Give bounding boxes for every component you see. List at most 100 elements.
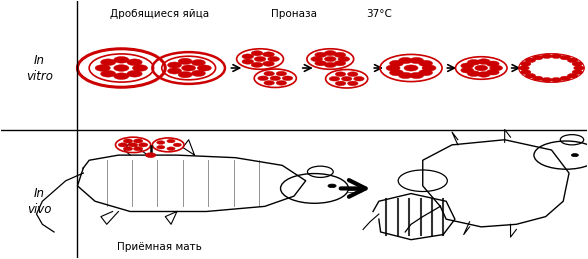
Circle shape	[118, 143, 128, 147]
Circle shape	[475, 65, 487, 71]
Circle shape	[132, 65, 148, 71]
Circle shape	[127, 70, 142, 77]
Circle shape	[329, 76, 340, 81]
Circle shape	[263, 52, 275, 57]
Circle shape	[168, 62, 182, 68]
Circle shape	[254, 56, 266, 62]
Circle shape	[572, 154, 579, 157]
Circle shape	[389, 70, 403, 76]
Circle shape	[242, 54, 253, 59]
Circle shape	[182, 65, 196, 71]
Circle shape	[191, 60, 205, 66]
Circle shape	[325, 51, 336, 56]
Circle shape	[551, 77, 562, 82]
Circle shape	[461, 67, 474, 73]
Circle shape	[113, 65, 129, 71]
Circle shape	[113, 73, 129, 80]
Text: In
vitro: In vitro	[26, 54, 53, 83]
Text: 37°C: 37°C	[366, 9, 392, 19]
Circle shape	[101, 59, 116, 66]
Circle shape	[389, 60, 403, 67]
Circle shape	[311, 56, 323, 62]
Circle shape	[574, 66, 584, 70]
Circle shape	[567, 74, 578, 78]
Circle shape	[325, 62, 336, 68]
Circle shape	[263, 61, 275, 66]
Circle shape	[178, 58, 192, 64]
Circle shape	[533, 76, 543, 81]
Circle shape	[467, 71, 480, 76]
Circle shape	[520, 62, 531, 66]
Circle shape	[264, 71, 275, 76]
Circle shape	[399, 57, 413, 64]
Circle shape	[477, 59, 490, 64]
Circle shape	[251, 51, 263, 56]
Circle shape	[342, 76, 352, 81]
Text: Приёмная мать: Приёмная мать	[117, 242, 202, 253]
Text: Дробящиеся яйца: Дробящиеся яйца	[110, 9, 209, 19]
Circle shape	[353, 76, 364, 81]
Circle shape	[419, 60, 433, 67]
Circle shape	[519, 66, 529, 70]
Circle shape	[520, 70, 531, 74]
Circle shape	[167, 139, 175, 143]
Circle shape	[325, 56, 336, 62]
Circle shape	[477, 72, 490, 77]
Circle shape	[315, 52, 326, 57]
Circle shape	[542, 54, 552, 59]
Circle shape	[178, 71, 192, 78]
Circle shape	[461, 63, 474, 69]
Circle shape	[348, 72, 358, 76]
Circle shape	[276, 71, 286, 76]
Circle shape	[258, 76, 268, 81]
Circle shape	[386, 65, 400, 71]
Circle shape	[168, 68, 182, 74]
Circle shape	[525, 74, 536, 78]
Circle shape	[560, 55, 570, 60]
Circle shape	[572, 62, 583, 66]
Circle shape	[490, 65, 503, 71]
Circle shape	[139, 143, 148, 147]
Circle shape	[467, 60, 480, 65]
Circle shape	[95, 65, 111, 71]
Circle shape	[334, 52, 346, 57]
Circle shape	[133, 147, 143, 151]
Circle shape	[399, 73, 413, 78]
Circle shape	[572, 70, 583, 74]
Circle shape	[335, 72, 346, 76]
Circle shape	[101, 70, 116, 77]
Circle shape	[156, 141, 165, 144]
Circle shape	[264, 81, 275, 85]
Circle shape	[127, 59, 142, 66]
Circle shape	[173, 143, 182, 147]
Circle shape	[145, 153, 156, 157]
Circle shape	[560, 76, 570, 81]
Circle shape	[410, 57, 423, 64]
Circle shape	[335, 81, 346, 86]
Circle shape	[328, 184, 336, 188]
Circle shape	[123, 147, 133, 151]
Circle shape	[533, 55, 543, 60]
Circle shape	[123, 139, 133, 143]
Circle shape	[156, 146, 165, 149]
Circle shape	[486, 69, 499, 75]
Circle shape	[348, 81, 358, 86]
Text: In
vivo: In vivo	[27, 187, 52, 216]
Circle shape	[113, 56, 129, 63]
Text: Проназа: Проназа	[271, 9, 317, 19]
Circle shape	[282, 76, 293, 81]
Circle shape	[338, 56, 350, 62]
Circle shape	[542, 77, 552, 82]
Circle shape	[167, 147, 175, 150]
Circle shape	[268, 56, 279, 62]
Circle shape	[525, 58, 536, 63]
Circle shape	[315, 61, 326, 66]
Circle shape	[270, 76, 280, 81]
Circle shape	[567, 58, 578, 63]
Circle shape	[422, 65, 436, 71]
Circle shape	[251, 62, 263, 67]
Circle shape	[242, 59, 253, 64]
Circle shape	[133, 139, 143, 143]
Circle shape	[334, 61, 346, 66]
Circle shape	[191, 70, 205, 76]
